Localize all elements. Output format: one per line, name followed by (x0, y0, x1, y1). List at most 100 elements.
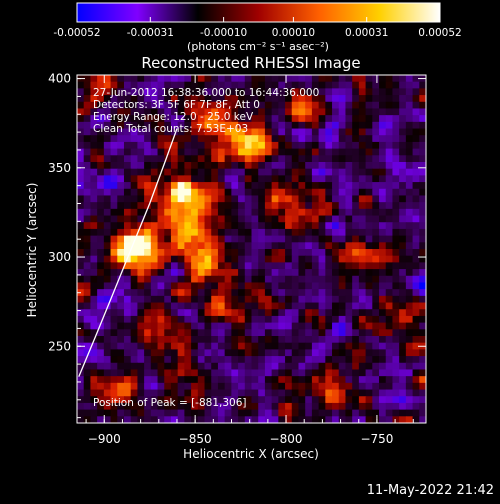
heatmap-cell (251, 202, 259, 210)
heatmap-cell (244, 148, 253, 156)
heatmap-cell (332, 289, 340, 297)
heatmap-cell (338, 121, 347, 130)
heatmap-cell (150, 101, 159, 110)
heatmap-cell (177, 108, 185, 116)
heatmap-cell (311, 155, 320, 163)
heatmap-cell (130, 302, 139, 310)
heatmap-cell (157, 121, 165, 130)
heatmap-cell (177, 282, 185, 290)
heatmap-cell (271, 416, 279, 423)
heatmap-cell (251, 235, 259, 243)
heatmap-cell (285, 101, 293, 110)
heatmap-cell (412, 282, 420, 290)
heatmap-cell (211, 101, 219, 110)
heatmap-cell (157, 409, 165, 417)
heatmap-cell (244, 202, 253, 210)
heatmap-cell (97, 269, 105, 277)
heatmap-cell (211, 389, 219, 397)
heatmap-cell (110, 322, 118, 330)
heatmap-cell (164, 228, 172, 237)
heatmap-cell (83, 322, 92, 330)
heatmap-cell (77, 202, 85, 210)
heatmap-cell (379, 302, 387, 310)
heatmap-cell (298, 389, 306, 397)
heatmap-cell (137, 262, 145, 270)
heatmap-cell (311, 95, 320, 103)
heatmap-cell (338, 362, 347, 371)
heatmap-cell (97, 88, 105, 96)
heatmap-cell (318, 148, 326, 156)
heatmap-cell (358, 195, 367, 203)
heatmap-cell (184, 349, 192, 357)
heatmap-cell (305, 101, 313, 110)
heatmap-cell (137, 255, 145, 263)
heatmap-cell (238, 342, 246, 350)
heatmap-cell (291, 389, 300, 397)
heatmap-cell (325, 409, 333, 417)
colorbar-gradient (76, 2, 441, 23)
heatmap-cell (170, 322, 179, 330)
heatmap-cell (238, 322, 246, 330)
heatmap-cell (251, 208, 259, 217)
heatmap-cell (325, 376, 333, 384)
heatmap-cell (291, 369, 300, 377)
heatmap-cell (83, 389, 92, 397)
heatmap-cell (191, 409, 199, 417)
heatmap-cell (264, 128, 273, 136)
heatmap-cell (157, 282, 165, 290)
heatmap-cell (150, 309, 159, 317)
heatmap-cell (379, 202, 387, 210)
heatmap-cell (285, 249, 293, 257)
heatmap-cell (184, 382, 192, 391)
heatmap-cell (170, 135, 179, 143)
heatmap-cell (365, 228, 373, 237)
heatmap-cell (345, 295, 353, 304)
heatmap-cell (211, 148, 219, 156)
heatmap-cell (258, 342, 266, 350)
heatmap-cell (305, 242, 313, 250)
heatmap-cell (399, 396, 407, 404)
heatmap-cell (197, 168, 206, 176)
heatmap-cell (251, 195, 259, 203)
heatmap-cell (231, 202, 239, 210)
heatmap-cell (224, 141, 232, 150)
heatmap-cell (97, 255, 105, 263)
heatmap-cell (144, 222, 152, 230)
heatmap-cell (110, 208, 118, 217)
heatmap-cell (97, 81, 105, 89)
heatmap-cell (352, 148, 360, 156)
heatmap-cell (338, 369, 347, 377)
heatmap-cell (150, 155, 159, 163)
heatmap-cell (177, 315, 185, 324)
heatmap-cell (224, 182, 232, 190)
heatmap-cell (177, 362, 185, 371)
heatmap-cell (264, 188, 273, 197)
annotation-detectors: Detectors: 3F 5F 6F 7F 8F, Att 0 (93, 99, 260, 111)
heatmap-cell (144, 289, 152, 297)
heatmap-cell (97, 108, 105, 116)
heatmap-cell (325, 108, 333, 116)
heatmap-cell (412, 289, 420, 297)
heatmap-cell (332, 322, 340, 330)
heatmap-cell (325, 302, 333, 310)
heatmap-cell (251, 416, 259, 423)
heatmap-cell (110, 282, 118, 290)
heatmap-cell (123, 155, 132, 163)
heatmap-cell (372, 356, 380, 364)
heatmap-cell (177, 188, 185, 197)
heatmap-cell (130, 128, 139, 136)
heatmap-cell (419, 95, 426, 103)
heatmap-cell (150, 188, 159, 197)
heatmap-cell (372, 188, 380, 197)
heatmap-cell (217, 101, 226, 110)
heatmap-cell (358, 208, 367, 217)
heatmap-cell (130, 409, 139, 417)
heatmap-cell (298, 108, 306, 116)
heatmap-cell (392, 269, 400, 277)
heatmap-cell (318, 369, 326, 377)
heatmap-cell (103, 175, 112, 183)
heatmap-cell (238, 376, 246, 384)
heatmap-cell (412, 101, 420, 110)
heatmap-cell (170, 188, 179, 197)
heatmap-cell (372, 222, 380, 230)
